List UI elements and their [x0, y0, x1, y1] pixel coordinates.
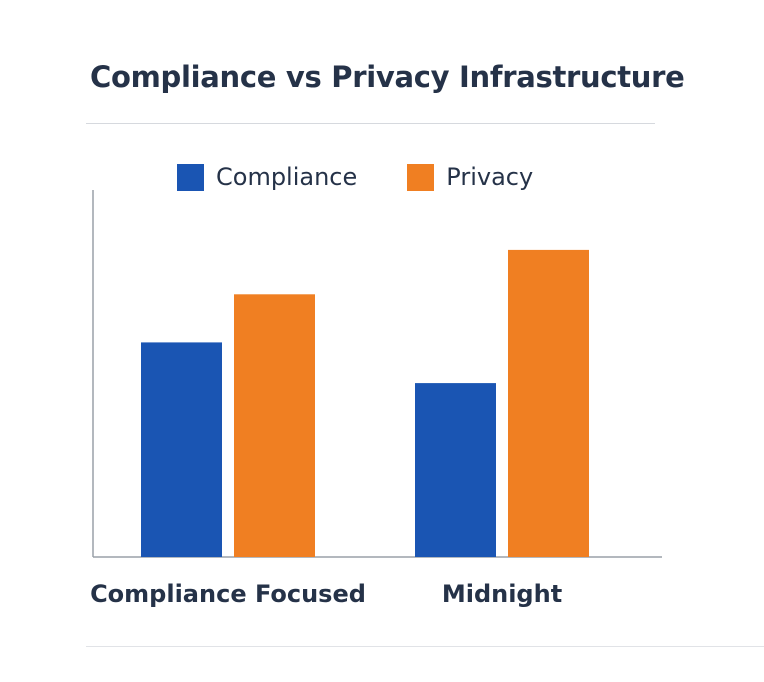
bar-privacy-midnight — [508, 249, 589, 557]
legend-label-compliance: Compliance — [216, 163, 358, 191]
chart-title: Compliance vs Privacy Infrastructure — [90, 60, 685, 94]
bar-privacy-compliance-focused — [234, 294, 315, 557]
legend-label-privacy: Privacy — [446, 163, 534, 191]
bar-compliance-midnight — [415, 383, 496, 557]
legend-swatch-compliance — [177, 163, 204, 191]
bar-compliance-compliance-focused — [141, 342, 222, 557]
bottom-divider — [86, 646, 764, 647]
bars-group — [141, 249, 589, 557]
legend-item-privacy: Privacy — [407, 163, 533, 191]
x-tick-label-compliance-focused: Compliance Focused — [90, 580, 366, 608]
x-tick-labels: Compliance Focused Midnight — [90, 580, 562, 608]
chart-legend: Compliance Privacy — [177, 163, 583, 191]
title-divider — [86, 123, 655, 124]
x-tick-label-midnight: Midnight — [442, 580, 562, 608]
legend-item-compliance: Compliance — [177, 163, 357, 191]
legend-swatch-privacy — [407, 163, 435, 191]
